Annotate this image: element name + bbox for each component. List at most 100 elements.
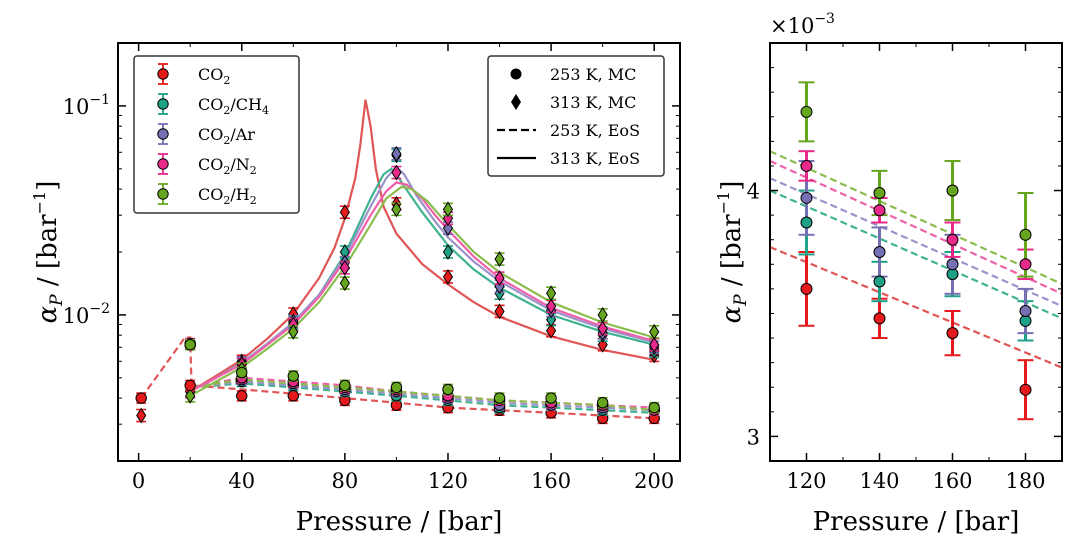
zoom-point-co2-h2 xyxy=(946,184,959,197)
zoom-point-co2 xyxy=(873,312,886,325)
mc253-point-co2-h2 xyxy=(493,392,506,404)
legend-marker xyxy=(157,158,169,170)
zoom-eos-line-co2-n2 xyxy=(770,159,1062,295)
mc313-point-co2-n2 xyxy=(649,336,660,353)
mc253-point-co2 xyxy=(236,390,248,402)
mc313-point-co2-h2 xyxy=(185,387,196,404)
zoom-x-tick-label: 140 xyxy=(859,469,899,493)
x-tick-label: 80 xyxy=(331,469,358,493)
legend-circle-marker xyxy=(510,68,522,80)
y-multiplier: ×10−3 xyxy=(770,11,835,38)
eos-253-line-co2-ar xyxy=(191,380,655,412)
legend-label: CO2 xyxy=(198,65,230,87)
mc313-point-co2-h2 xyxy=(391,201,402,218)
left-chart: 0 40 80 120 160 200 10−1 10−2 Pressure / [bar] αP… xyxy=(30,42,681,537)
mc253-point-co2-h2 xyxy=(236,366,248,379)
zoom-point-co2-ar xyxy=(1019,305,1032,318)
mc253-point-co2-h2 xyxy=(596,397,609,409)
x-tick-label: 40 xyxy=(228,469,255,493)
mc313-point-co2-h2 xyxy=(546,285,557,302)
mc313-point-co2-h2 xyxy=(597,306,608,323)
zoom-x-tick-label: 180 xyxy=(1005,469,1045,493)
mc313-point-co2-h2 xyxy=(288,323,299,340)
mc313-point-co2-h2 xyxy=(494,251,505,268)
legend-label: 313 K, EoS xyxy=(550,149,640,168)
eos-253-line-co2-ch4 xyxy=(191,382,655,414)
zoom-point-co2-n2 xyxy=(1019,258,1032,271)
mc313-point-co2-n2 xyxy=(546,298,557,315)
zoom-eos-line-co2-ch4 xyxy=(770,189,1062,320)
zoom-point-co2 xyxy=(1019,383,1032,396)
mc253-point-co2-h2 xyxy=(648,401,660,414)
legend-marker xyxy=(157,68,169,80)
mc313-point-co2 xyxy=(339,204,350,221)
mc253-point-co2 xyxy=(135,392,147,404)
mc253-point-co2-h2 xyxy=(545,392,557,404)
x-tick-label: 200 xyxy=(634,469,674,493)
mc313-point-co2 xyxy=(546,322,557,339)
zoom-point-co2-h2 xyxy=(1019,228,1032,241)
eos-253-line-co2-h2 xyxy=(191,378,655,412)
legend-label: CO2/H2 xyxy=(198,185,257,207)
zoom-point-co2-ar xyxy=(800,191,813,204)
eos-313-line-co2 xyxy=(189,99,655,393)
x-tick-label: 0 xyxy=(132,469,145,493)
zoom-point-co2-h2 xyxy=(873,186,886,199)
zoom-point-co2-n2 xyxy=(946,233,959,246)
mc253-point-co2-h2 xyxy=(442,383,454,396)
zoom-point-co2-ch4 xyxy=(873,275,886,288)
legend-label: CO2/N2 xyxy=(198,155,257,177)
mc253-point-co2-h2 xyxy=(339,379,351,392)
zoom-y-tick-label: 3 xyxy=(747,425,760,449)
mc313-point-co2 xyxy=(136,407,147,424)
mc313-point-co2-n2 xyxy=(494,270,505,287)
mc313-point-co2-h2 xyxy=(442,201,454,218)
zoom-eos-line-co2-ar xyxy=(770,177,1062,308)
left-plot-area xyxy=(135,99,660,425)
legend-methods-box xyxy=(487,55,665,177)
zoom-x-tick-label: 160 xyxy=(932,469,972,493)
legend-species-box xyxy=(133,55,300,214)
mc313-point-co2-h2 xyxy=(649,323,660,340)
x-tick-label: 160 xyxy=(531,469,571,493)
legend-label: CO2/CH4 xyxy=(198,95,269,117)
eos-313-line-co2-h2 xyxy=(189,185,655,397)
zoom-point-co2-n2 xyxy=(800,159,813,172)
mc313-point-co2-n2 xyxy=(339,259,350,276)
x-axis-label: Pressure / [bar] xyxy=(296,507,503,537)
y-tick-label: 10−1 xyxy=(63,92,110,119)
zoom-point-co2-ar xyxy=(873,246,886,258)
zoom-x-axis-label: Pressure / [bar] xyxy=(813,507,1020,537)
mc313-point-co2-n2 xyxy=(391,164,402,181)
legend-marker xyxy=(157,128,169,140)
mc313-point-co2-ar xyxy=(391,145,402,162)
right-chart: 120 140 160 180 3 4 ×10−3 Pressure / [bar] αP / … xyxy=(714,11,1063,537)
legend-label: 253 K, MC xyxy=(550,65,636,84)
right-plot-area xyxy=(770,81,1062,421)
zoom-point-co2 xyxy=(800,282,813,295)
mc313-point-co2-h2 xyxy=(339,275,350,292)
legend-label: 313 K, MC xyxy=(550,93,636,112)
zoom-x-tick-label: 120 xyxy=(786,469,826,493)
mc253-point-co2 xyxy=(184,379,196,392)
zoom-eos-line-co2-h2 xyxy=(770,150,1062,286)
mc313-point-co2-ch4 xyxy=(442,244,454,260)
zoom-point-co2-ch4 xyxy=(800,216,813,229)
mc313-point-co2 xyxy=(494,303,505,320)
legend-label: CO2/Ar xyxy=(198,125,255,147)
zoom-point-co2-n2 xyxy=(873,204,886,217)
mc253-point-co2-h2 xyxy=(184,339,196,351)
zoom-eos-line-co2 xyxy=(770,246,1062,369)
mc313-point-co2 xyxy=(442,268,454,285)
legend-marker xyxy=(157,98,169,110)
zoom-y-tick-label: 4 xyxy=(747,180,760,204)
legend-marker xyxy=(157,188,169,200)
legend-diamond-marker xyxy=(511,94,521,110)
zoom-y-axis-label: αP / [bar−1] xyxy=(714,181,751,324)
x-tick-label: 120 xyxy=(428,469,468,493)
legend-methods: 253 K, MC 313 K, MC 253 K, EoS 313 K, EoS xyxy=(487,55,665,177)
mc313-point-co2-n2 xyxy=(597,320,608,337)
legend-species: CO2 CO2/CH4 CO2/Ar CO2/N2 CO2/H2 xyxy=(133,55,300,214)
zoom-point-co2-h2 xyxy=(800,105,813,118)
